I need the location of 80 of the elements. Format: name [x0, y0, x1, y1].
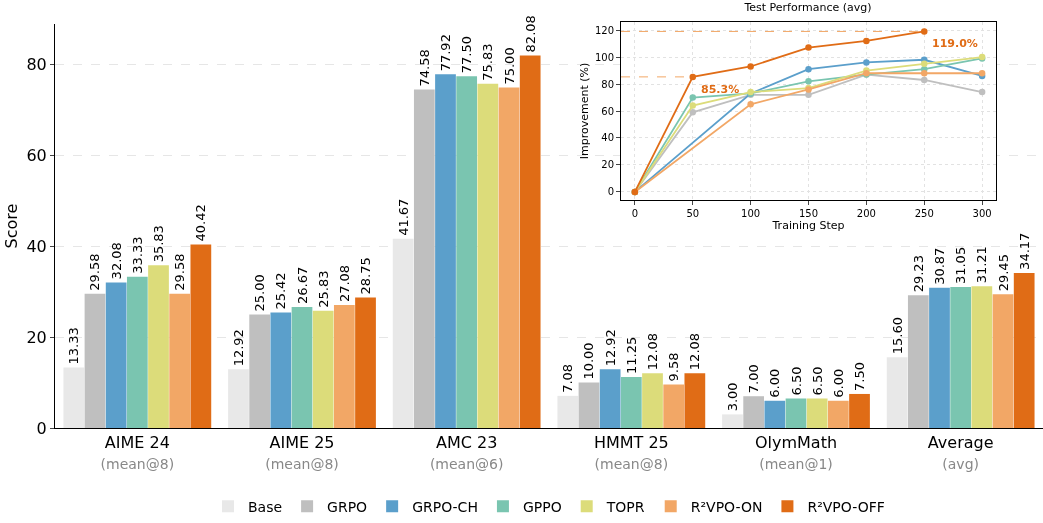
y-axis-title: Score	[2, 203, 22, 249]
y-tick-label: 40	[601, 132, 614, 144]
data-label: 75.83	[480, 43, 496, 81]
legend-label: GPPO	[522, 498, 562, 515]
x-tick-label: 100	[741, 208, 761, 219]
legend-label: Base	[248, 498, 283, 515]
legend-label: R²VPO-ON	[690, 498, 763, 515]
x-tick-label: 300	[972, 208, 992, 219]
chart-title: Test Performance (avg)	[743, 1, 872, 15]
x-tick-label: AMC 23 (mean@6)	[429, 433, 504, 472]
data-label: 12.08	[687, 332, 703, 371]
data-label: 31.05	[953, 246, 969, 285]
y-axis-title: Improvement (%)	[577, 62, 591, 160]
data-label: 7.08	[560, 363, 576, 393]
data-label: 25.83	[315, 270, 331, 308]
data-label: 31.21	[974, 246, 990, 284]
data-label: 26.67	[294, 266, 310, 304]
y-tick-label: 60	[26, 146, 47, 166]
data-label: 12.92	[230, 329, 246, 367]
data-label: 7.50	[852, 362, 868, 391]
annotation: 85.3%	[701, 83, 740, 96]
y-tick-label: 0	[36, 418, 47, 438]
data-label: 29.58	[87, 253, 103, 291]
annotation: 119.0%	[932, 37, 978, 50]
legend-label: GRPO	[327, 498, 368, 515]
data-label: 32.08	[108, 242, 124, 280]
data-label: 12.92	[602, 329, 618, 367]
x-tick-label: 150	[798, 208, 819, 219]
data-label: 77.92	[437, 34, 453, 72]
data-label: 29.23	[910, 255, 926, 293]
data-label: 33.33	[129, 236, 145, 274]
y-tick-label: 80	[601, 78, 614, 90]
y-tick-label: 0	[607, 186, 614, 198]
x-tick-label: 200	[856, 208, 876, 219]
y-tick-label: 20	[26, 327, 47, 347]
legend-label: R²VPO-OFF	[807, 498, 885, 515]
data-label: 28.75	[358, 257, 374, 295]
x-tick-label: HMMT 25 (mean@8)	[593, 433, 669, 472]
data-label: 13.33	[66, 327, 82, 365]
data-label: 6.50	[809, 366, 825, 396]
data-label: 25.42	[273, 272, 289, 310]
data-label: 25.00	[252, 274, 268, 312]
data-label: 29.58	[172, 253, 188, 291]
data-label: 3.00	[724, 382, 740, 412]
data-label: 27.08	[336, 264, 352, 303]
data-label: 41.67	[395, 198, 411, 236]
x-tick-label: AIME 24 (mean@8)	[100, 433, 175, 472]
data-label: 29.45	[995, 254, 1011, 292]
data-label: 6.50	[788, 366, 804, 396]
data-label: 35.83	[151, 225, 167, 263]
y-tick-label: 120	[594, 24, 614, 36]
data-label: 11.25	[623, 336, 639, 374]
data-label: 82.08	[522, 15, 538, 53]
data-label: 12.08	[645, 332, 661, 371]
x-tick-label: 0	[631, 208, 639, 219]
data-label: 40.42	[193, 204, 209, 242]
x-tick-label: 250	[914, 208, 934, 219]
data-label: 30.87	[931, 247, 947, 285]
x-tick-label: OlymMath (mean@1)	[754, 433, 838, 472]
data-label: 6.00	[767, 368, 783, 398]
data-label: 75.00	[501, 47, 517, 85]
data-label: 74.58	[416, 49, 432, 87]
x-tick-label: 50	[686, 208, 700, 219]
y-tick-label: 20	[601, 159, 614, 171]
data-label: 7.00	[746, 364, 762, 394]
data-label: 6.00	[830, 368, 846, 398]
data-label: 10.00	[581, 342, 597, 380]
x-axis-title: Training Step	[771, 219, 845, 232]
y-tick-label: 60	[601, 105, 614, 117]
x-tick-label: AIME 25 (mean@8)	[265, 433, 339, 472]
data-label: 9.58	[666, 352, 682, 382]
data-label: 77.50	[459, 35, 475, 74]
x-tick-label: Average (avg)	[927, 433, 994, 472]
y-tick-label: 100	[594, 51, 614, 63]
legend-label: GRPO-CH	[412, 498, 478, 515]
data-label: 34.17	[1016, 232, 1032, 270]
y-tick-label: 80	[26, 55, 47, 75]
data-label: 15.60	[889, 316, 905, 355]
y-tick-label: 40	[26, 237, 47, 257]
legend-label: TOPR	[605, 498, 645, 515]
